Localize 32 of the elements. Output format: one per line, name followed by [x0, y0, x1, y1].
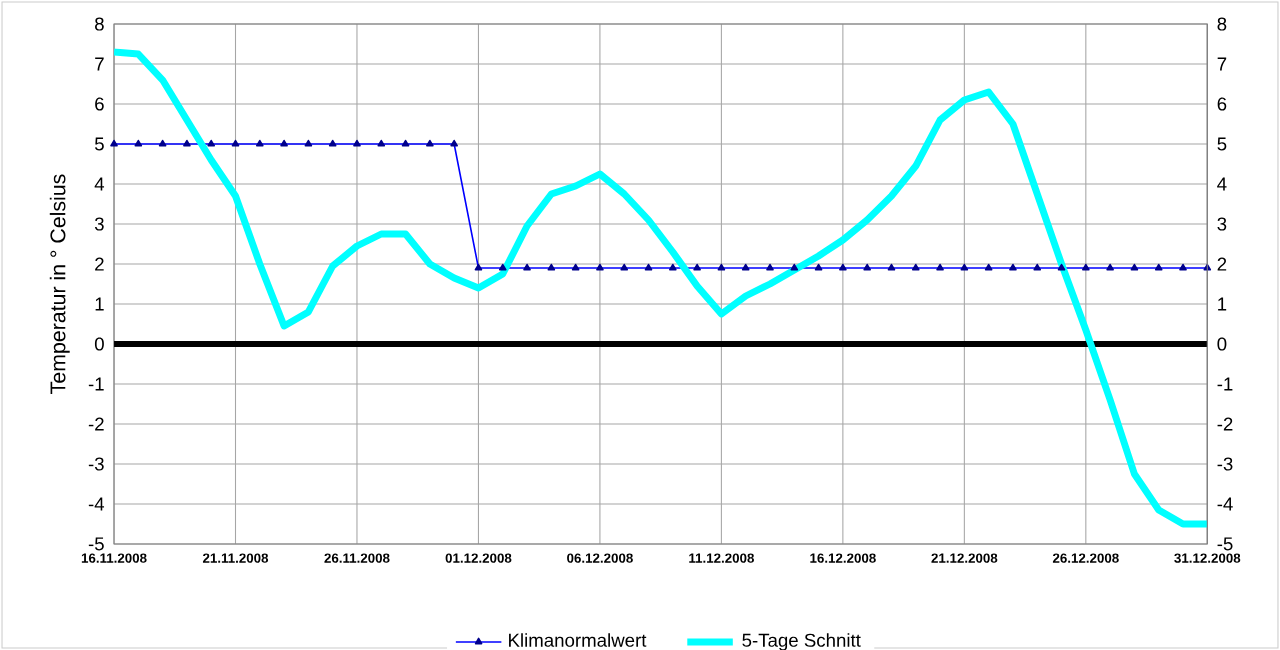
y2-tick-label: 7 [1217, 57, 1227, 71]
y2-tick-label: -3 [1217, 457, 1233, 471]
y-tick-label: -4 [88, 497, 105, 511]
y-tick-label: 2 [95, 257, 104, 271]
y-tick-label: 8 [95, 17, 104, 31]
y2-tick-label: -1 [1217, 377, 1233, 391]
y2-tick-label: 3 [1217, 217, 1227, 231]
legend-label: Klimanormalwert [509, 633, 647, 647]
y-tick-label: 3 [94, 217, 104, 231]
y2-tick-label: -4 [1217, 497, 1233, 511]
y-tick-label: -3 [88, 457, 104, 471]
y-tick-label: 7 [95, 57, 104, 71]
y-axis-title: Temperatur in ° Celsius [49, 174, 70, 394]
y2-tick-label: -2 [1217, 417, 1233, 431]
y2-tick-label: 4 [1217, 177, 1227, 191]
y-tick-label: -1 [88, 377, 104, 391]
y2-tick-label: 2 [1217, 257, 1227, 271]
legend-label: 5-Tage Schnitt [742, 633, 861, 650]
y-tick-label: 0 [94, 337, 104, 351]
y-tick-label: 5 [94, 137, 104, 151]
line-series [114, 48, 1208, 528]
y2-tick-label: 0 [1217, 337, 1227, 351]
y2-tick-label: 8 [1217, 17, 1227, 31]
y2-tick-label: 1 [1218, 297, 1227, 311]
y2-tick-label: 5 [1217, 137, 1227, 151]
y-tick-label: 1 [95, 297, 104, 311]
y2-tick-label: 6 [1217, 97, 1227, 111]
y2-tick-label: -5 [1217, 537, 1233, 551]
y-tick-label: -2 [88, 417, 104, 431]
y-tick-label: -5 [88, 537, 104, 551]
y-tick-label: 6 [95, 97, 104, 111]
y-tick-label: 4 [94, 177, 105, 191]
